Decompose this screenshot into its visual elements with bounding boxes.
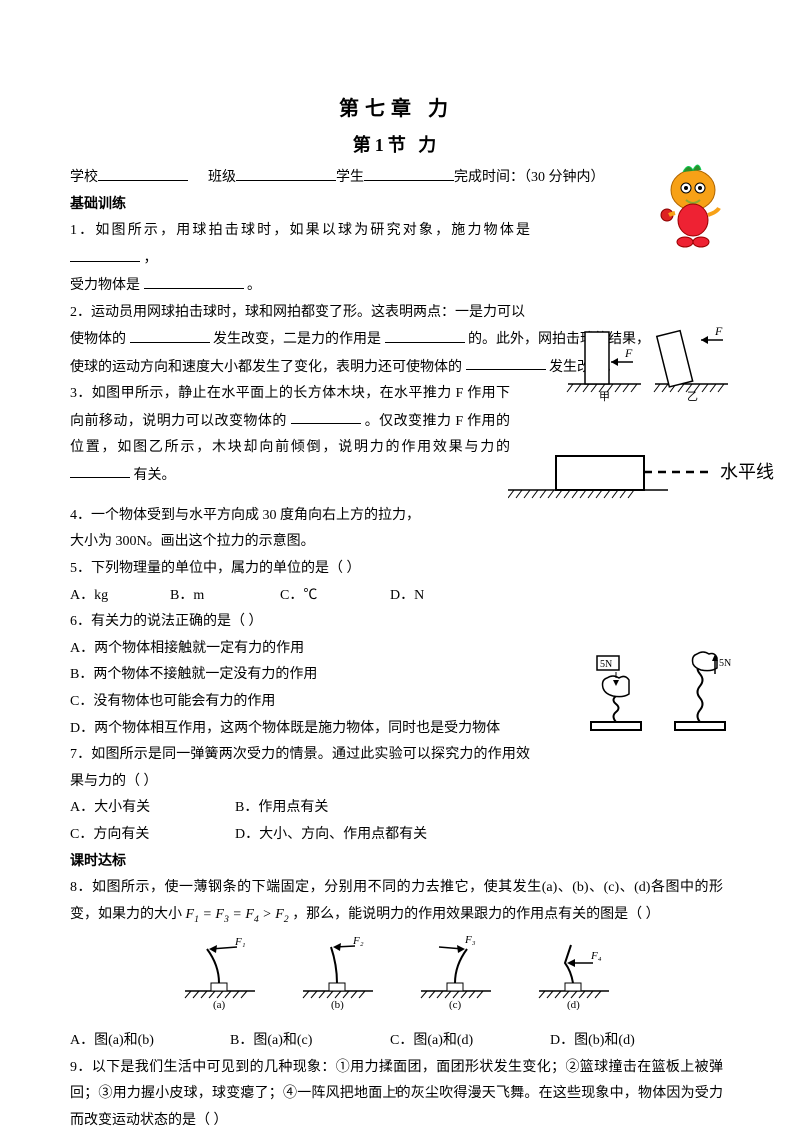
q4-text-a: 4．一个物体受到与水平方向成 30 度角向右上方的拉力， (70, 508, 420, 523)
q8-fig-a: F₁ (a) (175, 935, 265, 1010)
q8-A: A．图(a)和(b) (70, 1028, 230, 1055)
q8: 8．如图所示，使一薄钢条的下端固定，分别用不同的力去推它，使其发生(a)、(b)… (70, 875, 723, 929)
q8-D: D．图(b)和(d) (550, 1028, 635, 1055)
q4-text-b: 大小为 300N。画出这个拉力的示意图。 (70, 534, 315, 549)
q7-A: A．大小有关 (70, 795, 235, 822)
q1-text-a: 1．如图所示，用球拍击球时，如果以球为研究对象，施力物体是 (70, 223, 530, 238)
student-blank[interactable] (364, 164, 454, 181)
svg-text:F₁: F₁ (234, 936, 246, 948)
q3-F1-label: F (624, 346, 633, 360)
q8-options: A．图(a)和(b) B．图(a)和(c) C．图(a)和(d) D．图(b)和… (70, 1028, 723, 1055)
info-line: 学校 班级 学生 完成时间：（30 分钟内） (70, 164, 723, 191)
q4: 4．一个物体受到与水平方向成 30 度角向右上方的拉力， 大小为 300N。画出… (70, 503, 450, 556)
class-label: 班级 (208, 165, 236, 192)
heading-basic: 基础训练 (70, 192, 723, 219)
page-number: 1 (0, 1079, 793, 1102)
q6-stem: 6．有关力的说法正确的是（ ） (70, 609, 723, 636)
q4-horiz-label: 水平线 (720, 462, 774, 482)
heading-standard: 课时达标 (70, 849, 723, 876)
svg-text:(b): (b) (331, 999, 344, 1010)
student-label: 学生 (336, 165, 364, 192)
q3-blank1[interactable] (291, 408, 361, 425)
q2-blank1[interactable] (130, 326, 210, 343)
chapter-title: 第七章 力 (70, 90, 723, 128)
q3-jia-label: 甲 (599, 391, 610, 402)
q7-right-label: 5N (719, 658, 731, 669)
q7-B: B．作用点有关 (235, 795, 328, 822)
q8-fig-c: F₃ (c) (411, 935, 501, 1010)
q1-text-d: 。 (247, 278, 261, 293)
q7-row2: C．方向有关 D．大小、方向、作用点都有关 (70, 822, 723, 849)
q8-fig-b: F₂ (b) (293, 935, 383, 1010)
q5-B: B．m (170, 583, 280, 610)
q5-A: A．kg (70, 583, 170, 610)
school-label: 学校 (70, 165, 98, 192)
time-label: 完成时间：（30 分钟内） (454, 165, 605, 192)
q8-figure-row: F₁ (a) F₂ (b) F₃ (c) (70, 935, 723, 1010)
q3-text-c: 有关。 (134, 467, 176, 482)
svg-text:(a): (a) (213, 999, 226, 1010)
q2-text-a: 2．运动员用网球拍击球时，球和网拍都变了形。这表明两点：一是力可以 (70, 305, 525, 320)
q3-figure: F 甲 F 乙 (563, 322, 733, 402)
q2-text-b: 使物体的 (70, 332, 126, 347)
q5-options: A．kg B．m C．℃ D．N (70, 583, 723, 610)
q2-text-c: 发生改变，二是力的作用是 (213, 332, 381, 347)
q5-D: D．N (390, 583, 424, 610)
class-blank[interactable] (236, 164, 336, 181)
q8-fig-d: F₄ (d) (529, 935, 619, 1010)
svg-text:F₂: F₂ (352, 935, 364, 947)
q4-figure: 水平线 (508, 448, 788, 508)
q3-yi-label: 乙 (687, 390, 698, 402)
q8-text-b: ，那么，能说明力的作用效果跟力的作用点有关的图是（ ） (292, 907, 660, 922)
q7-D: D．大小、方向、作用点都有关 (235, 822, 427, 849)
q1-blank2[interactable] (144, 272, 244, 289)
q1-blank1[interactable] (70, 245, 140, 262)
q3-blank2[interactable] (70, 462, 130, 479)
q8-formula: F1 = F3 = F4 > F2 (186, 907, 289, 922)
svg-text:(d): (d) (567, 999, 580, 1010)
mascot-figure (653, 160, 733, 250)
q5-C: C．℃ (280, 583, 390, 610)
svg-text:(c): (c) (449, 999, 462, 1010)
q8-B: B．图(a)和(c) (230, 1028, 390, 1055)
q3-F2-label: F (714, 324, 723, 338)
q7-C: C．方向有关 (70, 822, 235, 849)
q7-row1: A．大小有关 B．作用点有关 (70, 795, 723, 822)
section-title: 第1节 力 (70, 128, 723, 162)
q7-figure: 5N 5N (583, 650, 733, 740)
school-blank[interactable] (98, 164, 188, 181)
q2-text-e: 使球的运动方向和速度大小都发生了变化，表明力还可使物体的 (70, 359, 462, 374)
q3: 3．如图甲所示，静止在水平面上的长方体木块，在水平推力 F 作用下向前移动，说明… (70, 381, 510, 489)
q1: 1．如图所示，用球拍击球时，如果以球为研究对象，施力物体是 ， 受力物体是 。 (70, 218, 530, 299)
q1-text-b: ， (144, 251, 158, 266)
svg-text:F₃: F₃ (464, 935, 476, 946)
q5-stem: 5．下列物理量的单位中，属力的单位的是（ ） (70, 561, 361, 576)
q5: 5．下列物理量的单位中，属力的单位的是（ ） (70, 556, 723, 583)
q2-blank3[interactable] (466, 354, 546, 371)
page-content: 第七章 力 第1节 力 学校 班级 学生 完成时间：（30 分钟内） 基础训练 … (70, 90, 723, 1135)
q1-text-c: 受力物体是 (70, 278, 140, 293)
q7-stem: 7．如图所示是同一弹簧两次受力的情景。通过此实验可以探究力的作用效果与力的（ ） (70, 742, 530, 795)
q2-blank2[interactable] (385, 326, 465, 343)
q8-C: C．图(a)和(d) (390, 1028, 550, 1055)
svg-text:F₄: F₄ (590, 950, 602, 962)
q7-left-label: 5N (600, 659, 612, 670)
